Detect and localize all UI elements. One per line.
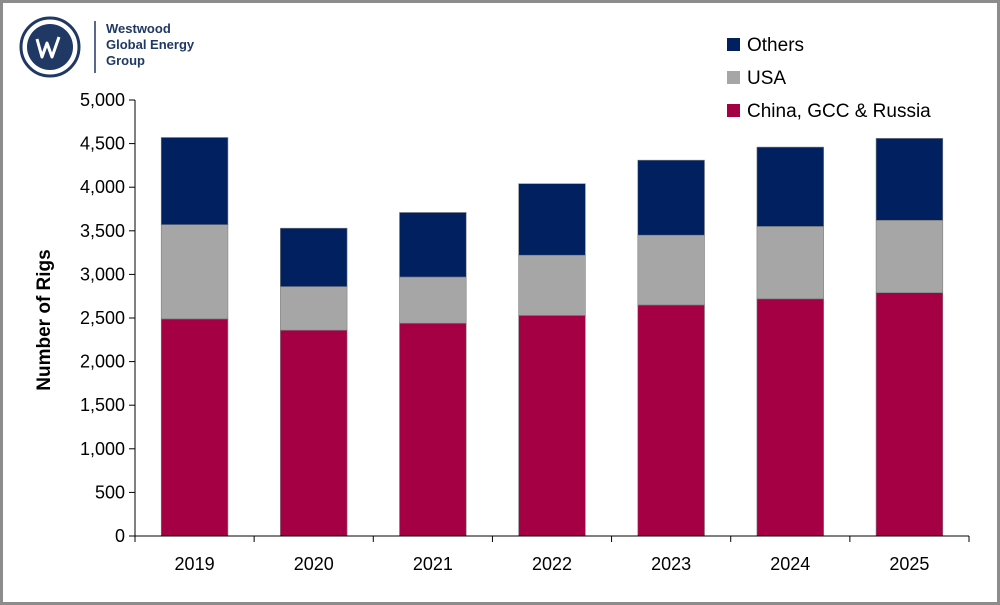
x-axis-ticks: 2019 2020 2021 2022 2023 2024 2025 (134, 536, 970, 574)
x-tick-label: 2023 (651, 554, 691, 574)
y-tick-label: 1,500 (80, 395, 125, 415)
y-tick-label: 4,000 (80, 177, 125, 197)
bar-segment-2024-0 (756, 298, 824, 537)
legend-swatch (727, 71, 740, 84)
x-tick-label: 2022 (532, 554, 572, 574)
logo-line-1: Westwood (106, 21, 171, 36)
y-tick-label: 0 (115, 526, 125, 546)
bar-segment-2023-1 (637, 234, 705, 306)
bar-segment-2022-2 (518, 183, 586, 256)
y-tick-label: 3,500 (80, 221, 125, 241)
y-tick-label: 3,000 (80, 264, 125, 284)
legend-swatch (727, 104, 740, 117)
x-tick-label: 2019 (175, 554, 215, 574)
y-tick-label: 5,000 (80, 90, 125, 110)
x-tick-label: 2024 (770, 554, 810, 574)
bar-segment-2023-0 (637, 304, 705, 537)
westwood-logo: Westwood Global Energy Group (19, 16, 195, 78)
x-tick-label: 2021 (413, 554, 453, 574)
rig-count-chart: Westwood Global Energy Group Number of R… (19, 16, 970, 574)
bar-segment-2024-1 (756, 226, 824, 300)
bar-segment-2025-0 (875, 292, 944, 537)
x-tick-label: 2025 (889, 554, 929, 574)
bar-segment-2020-0 (280, 329, 348, 537)
legend-label: Others (747, 35, 804, 56)
legend: Others USA China, GCC & Russia (727, 35, 931, 122)
y-tick-label: 500 (95, 482, 125, 502)
bar-segment-2021-0 (399, 322, 467, 537)
bar-segment-2019-0 (160, 318, 229, 537)
bar-segment-2023-2 (637, 159, 705, 236)
legend-label: USA (747, 68, 786, 89)
bar-segment-2020-2 (280, 227, 348, 287)
bar-segment-2025-2 (875, 138, 944, 221)
bar-segment-2024-2 (756, 146, 824, 227)
bar-segment-2021-1 (399, 276, 467, 324)
bar-segment-2025-1 (875, 220, 944, 294)
bar-segment-2019-2 (160, 137, 229, 225)
bar-segment-2022-0 (518, 315, 586, 537)
y-tick-label: 2,500 (80, 308, 125, 328)
legend-swatch (727, 38, 740, 51)
x-tick-label: 2020 (294, 554, 334, 574)
y-axis-ticks: 0 500 1,000 1,500 2,000 2,500 3,000 3,500 4,000 4… (80, 90, 135, 546)
y-tick-label: 1,000 (80, 439, 125, 459)
logo-line-3: Group (106, 53, 145, 68)
bar-segment-2020-1 (280, 286, 348, 331)
y-axis-title: Number of Rigs (34, 249, 55, 390)
y-tick-label: 2,000 (80, 352, 125, 372)
bar-segment-2022-1 (518, 254, 586, 316)
legend-label: China, GCC & Russia (747, 101, 931, 122)
bar-segment-2019-1 (160, 224, 229, 320)
logo-w-icon (35, 36, 61, 59)
y-tick-label: 4,500 (80, 134, 125, 154)
bar-segment-2021-2 (399, 212, 467, 278)
logo-line-2: Global Energy (106, 37, 195, 52)
bars (160, 137, 944, 537)
axes (134, 100, 969, 537)
